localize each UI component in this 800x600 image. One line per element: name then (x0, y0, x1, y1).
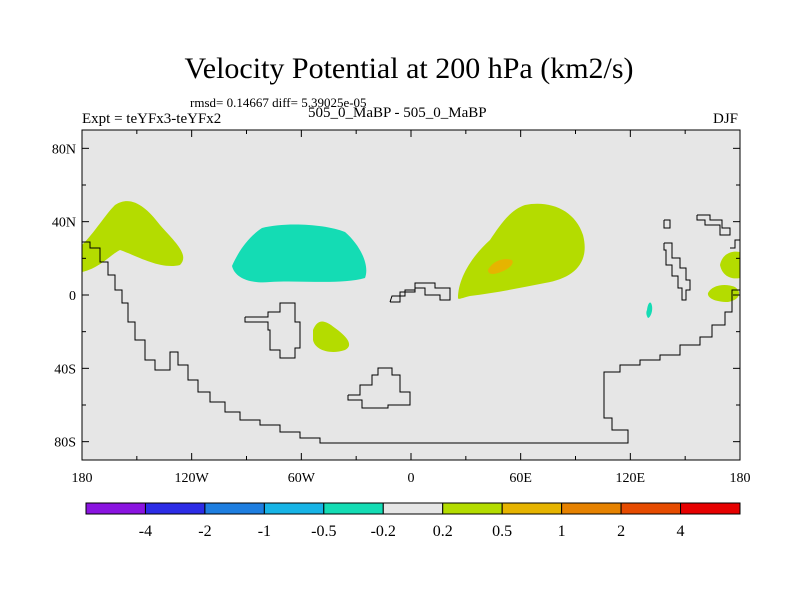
colorbar-swatch (501, 502, 563, 515)
x-tick-label: 60E (509, 471, 532, 486)
coastline-africa (389, 282, 451, 303)
season-label: DJF (712, 111, 738, 127)
colorbar-label: -0.5 (311, 523, 336, 540)
y-tick-label: 0 (69, 289, 76, 304)
colorbar-swatch (323, 502, 384, 515)
contour-shading (82, 201, 740, 352)
colorbar-swatch (382, 502, 444, 515)
y-axis: 80N 40N 0 40S 80S (52, 142, 740, 451)
contour-central-pacific-negative (232, 224, 367, 283)
colorbar-label: 0.2 (433, 523, 453, 540)
colorbar-label: -0.2 (371, 523, 396, 540)
x-tick-label: 180 (730, 471, 751, 486)
colorbar-label: 1 (558, 523, 566, 540)
colorbar-label: -4 (139, 523, 152, 540)
colorbar-swatch (561, 502, 622, 515)
colorbar-label: -1 (258, 523, 271, 540)
experiment-label: Expt = teYFx3-teYFx2 (82, 111, 222, 127)
coastline-east-asia (663, 242, 691, 301)
contour-africa-max (488, 259, 513, 274)
map-background (82, 130, 740, 460)
case-label: 505_0_MaBP - 505_0_MaBP (308, 105, 487, 121)
x-tick-label: 120E (616, 471, 646, 486)
contour-small-negative (646, 302, 653, 318)
y-tick-label: 40S (54, 362, 76, 377)
coastline-small (663, 219, 671, 229)
contour-africa-positive (458, 203, 585, 299)
map-title: Velocity Potential at 200 hPa (km2/s) (184, 52, 634, 85)
coastline-island-right (696, 214, 731, 236)
colorbar-swatch (442, 502, 503, 515)
stats-text: rmsd= 0.14667 diff= 5.39025e-05 (190, 95, 367, 110)
contour-east-asia-positive (720, 251, 740, 279)
colorbar-label: -2 (198, 523, 211, 540)
colorbar-swatch (263, 502, 325, 515)
coastlines (82, 214, 740, 444)
contour-south-america-positive (313, 321, 350, 352)
colorbar-swatch (204, 502, 265, 515)
x-tick-label: 60W (288, 471, 316, 486)
contour-east-asia-positive-2 (707, 285, 740, 302)
y-tick-label: 80N (52, 142, 76, 157)
colorbar-label: 0.5 (492, 523, 512, 540)
colorbar-label: 4 (677, 523, 685, 540)
coastline-pacific-west (82, 241, 740, 444)
coastline-antarctic-island (347, 367, 411, 409)
y-tick-label: 40N (52, 216, 76, 231)
colorbar-swatch (144, 502, 206, 515)
coastline-south-america (244, 302, 301, 359)
colorbar-label: 2 (617, 523, 625, 540)
x-tick-label: 180 (72, 471, 93, 486)
colorbar-swatch (680, 502, 741, 515)
colorbar: -4 -2 -1 -0.5 -0.2 0.2 0.5 1 2 4 (85, 502, 741, 540)
coastline-right-edge (730, 239, 740, 249)
colorbar-swatch (85, 502, 146, 515)
y-tick-label: 80S (54, 436, 76, 451)
x-tick-label: 0 (408, 471, 415, 486)
x-axis: 180 120W 60W 0 60E 120E 180 (72, 130, 751, 486)
contour-west-pacific-positive (82, 201, 184, 272)
colorbar-swatch (620, 502, 682, 515)
x-tick-label: 120W (175, 471, 210, 486)
